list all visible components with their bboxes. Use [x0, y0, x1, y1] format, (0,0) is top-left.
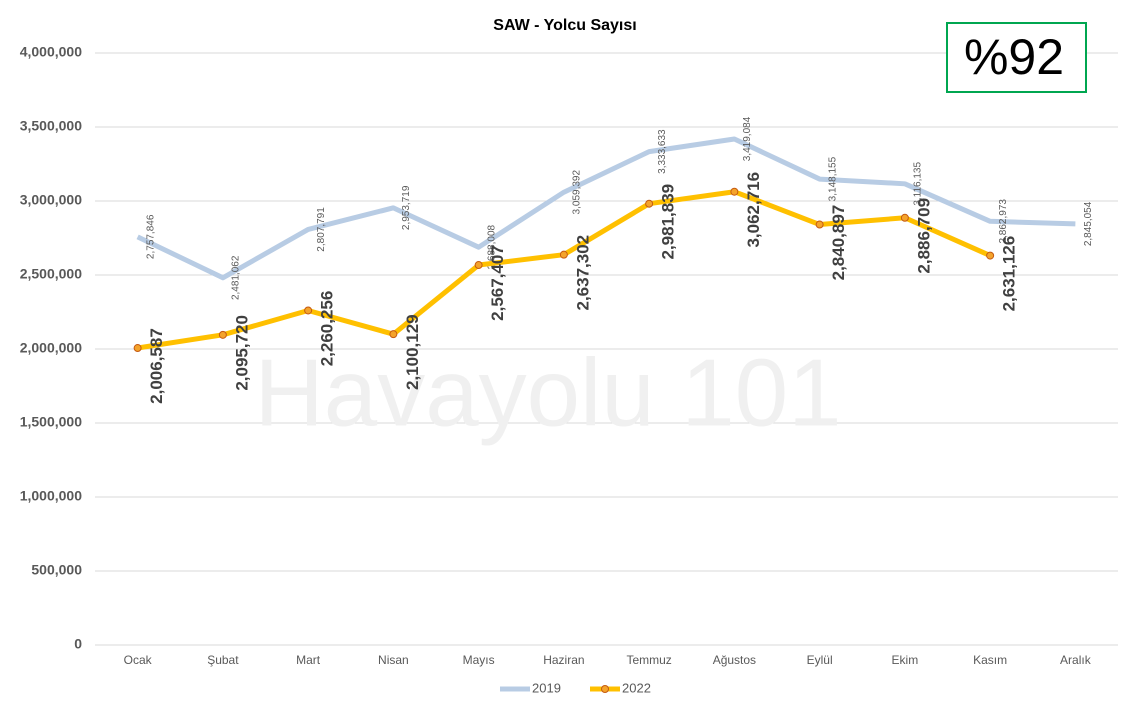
- data-label: 2,981,839: [659, 184, 678, 260]
- data-label: 3,333,633: [657, 129, 668, 174]
- data-label: 2,100,129: [403, 314, 422, 390]
- data-label: 2,845,054: [1083, 201, 1094, 246]
- data-label: 2,260,256: [318, 291, 337, 367]
- data-label: 2,095,720: [232, 315, 251, 391]
- x-tick-label: Ocak: [124, 653, 153, 667]
- watermark: Havayolu 101: [254, 339, 841, 446]
- point-marker: [474, 261, 483, 270]
- point-marker: [900, 213, 909, 222]
- data-label: 2,637,302: [573, 235, 592, 311]
- point-marker: [645, 199, 654, 208]
- legend-marker: [601, 685, 609, 693]
- data-label: 2,567,407: [488, 245, 507, 321]
- y-tick-label: 500,000: [31, 562, 82, 578]
- series-line: [137, 189, 992, 351]
- y-tick-label: 1,500,000: [20, 414, 82, 430]
- point-marker: [815, 220, 824, 229]
- y-tick-label: 0: [74, 636, 82, 652]
- data-label: 3,062,716: [744, 172, 763, 248]
- x-tick-label: Nisan: [378, 653, 409, 667]
- point-marker: [133, 344, 142, 353]
- chart-title: SAW - Yolcu Sayısı: [493, 17, 636, 34]
- data-label: 2,886,709: [914, 198, 933, 274]
- x-tick-label: Haziran: [543, 653, 584, 667]
- data-label: 2,807,791: [316, 207, 327, 252]
- point-marker: [559, 250, 568, 259]
- badge-text: %92: [964, 29, 1064, 85]
- y-tick-label: 2,500,000: [20, 266, 82, 282]
- data-label: 2,006,587: [147, 328, 166, 404]
- point-marker: [304, 306, 313, 315]
- x-tick-label: Mart: [296, 653, 321, 667]
- y-tick-label: 1,000,000: [20, 488, 82, 504]
- x-tick-label: Temmuz: [626, 653, 671, 667]
- x-tick-label: Ağustos: [713, 653, 756, 667]
- y-tick-label: 2,000,000: [20, 340, 82, 356]
- data-label: 3,116,135: [913, 162, 924, 206]
- data-label: 2,862,973: [998, 199, 1009, 244]
- point-marker: [986, 251, 995, 260]
- x-tick-label: Eylül: [807, 653, 833, 667]
- data-label: 2,757,846: [145, 214, 156, 259]
- data-label: 3,148,155: [827, 156, 838, 201]
- data-label: 2,953,719: [401, 185, 412, 230]
- data-label: 2,481,062: [231, 255, 242, 300]
- y-tick-label: 3,500,000: [20, 118, 82, 134]
- y-tick-label: 4,000,000: [20, 44, 82, 60]
- badge-box: [946, 22, 1087, 93]
- data-label: 2,688,008: [486, 224, 497, 269]
- point-marker: [389, 330, 398, 339]
- data-label: 3,419,084: [742, 116, 753, 161]
- data-label: 2,631,126: [1000, 236, 1019, 312]
- y-tick-label: 3,000,000: [20, 192, 82, 208]
- x-tick-label: Aralık: [1060, 653, 1092, 667]
- x-tick-label: Kasım: [973, 653, 1007, 667]
- data-label: 2,840,897: [829, 205, 848, 281]
- x-tick-label: Mayıs: [463, 653, 495, 667]
- x-tick-label: Şubat: [207, 653, 239, 667]
- point-marker: [218, 330, 227, 339]
- legend-label: 2019: [532, 680, 561, 695]
- point-marker: [730, 187, 739, 196]
- x-tick-label: Ekim: [892, 653, 919, 667]
- data-label: 3,059,392: [572, 170, 583, 215]
- series-line: [136, 136, 1076, 281]
- legend-label: 2022: [622, 680, 651, 695]
